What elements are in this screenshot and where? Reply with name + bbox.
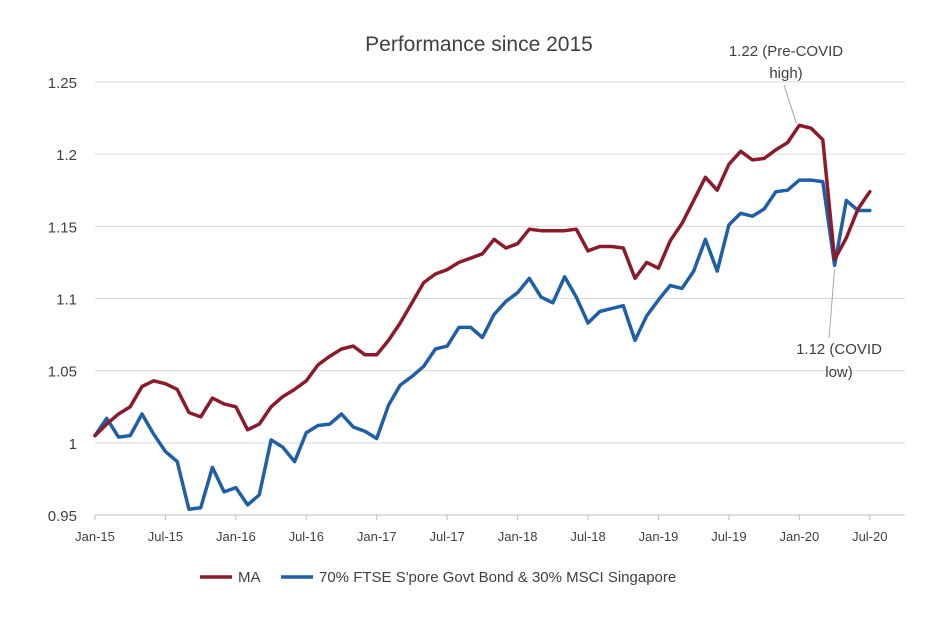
- annotation-label: 1.22 (Pre-COVID: [729, 43, 843, 60]
- x-tick-label: Jan-17: [357, 529, 397, 544]
- annotation-leader-line: [828, 269, 836, 339]
- series-lines: [93, 123, 872, 511]
- x-tick-label: Jan-19: [639, 529, 679, 544]
- series-line-ma: [93, 123, 872, 438]
- annotation-label: 1.12 (COVID: [796, 341, 882, 358]
- y-tick-label: 1.05: [48, 364, 77, 381]
- y-tick-label: 1.15: [48, 219, 77, 236]
- y-tick-label: 1.1: [56, 292, 77, 309]
- legend-label-ma: MA: [238, 569, 261, 586]
- x-tick-label: Jan-18: [498, 529, 538, 544]
- annotation-label: high): [769, 65, 802, 82]
- y-tick-label: 0.95: [48, 508, 77, 525]
- x-tick-label: Jul-19: [711, 529, 746, 544]
- x-tick-label: Jul-20: [852, 529, 887, 544]
- y-tick-label: 1: [69, 436, 77, 453]
- x-tick-label: Jul-16: [289, 529, 324, 544]
- series-line-benchmark: [93, 178, 872, 511]
- x-axis: Jan-15 Jul-15 Jan-16 Jul-16 Jan-17 Jul-17 Jan-…: [75, 514, 905, 544]
- x-tick-label: Jan-16: [216, 529, 256, 544]
- y-tick-label: 1.2: [56, 147, 77, 164]
- legend: MA 70% FTSE S'pore Govt Bond & 30% MSCI S…: [200, 569, 676, 586]
- chart-title: Performance since 2015: [365, 33, 593, 56]
- y-tick-label: 1.25: [48, 75, 77, 92]
- x-tick-label: Jul-18: [570, 529, 605, 544]
- x-tick-label: Jan-15: [75, 529, 115, 544]
- y-axis-tick-labels: 0.95 1 1.05 1.1 1.15 1.2 1.25: [48, 75, 77, 525]
- annotation-label: low): [825, 364, 853, 381]
- x-tick-label: Jul-15: [148, 529, 183, 544]
- legend-label-benchmark: 70% FTSE S'pore Govt Bond & 30% MSCI Sin…: [319, 569, 676, 586]
- annotations: 1.22 (Pre-COVID high) 1.12 (COVID low): [729, 43, 882, 381]
- annotation-leader-line: [783, 84, 797, 124]
- x-tick-label: Jan-20: [779, 529, 819, 544]
- gridlines: [95, 81, 905, 444]
- x-tick-label: Jul-17: [429, 529, 464, 544]
